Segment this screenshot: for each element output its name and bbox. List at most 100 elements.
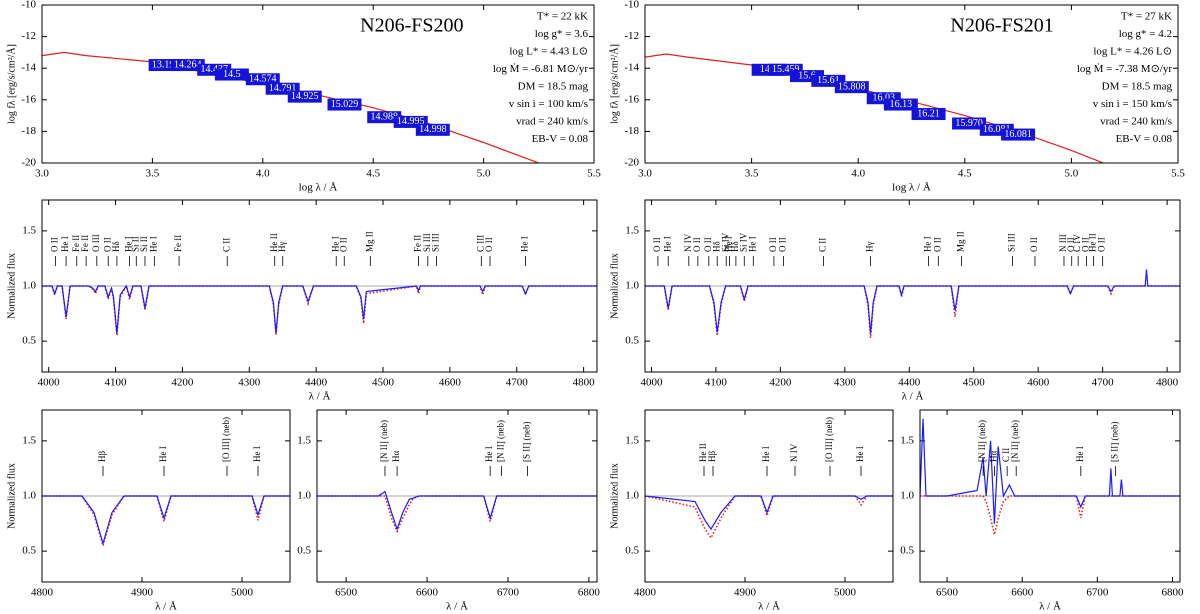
x-tick-label: 3.0: [35, 168, 49, 180]
y-tick-label: 1.5: [625, 224, 639, 236]
photometry-label: 14.791: [269, 83, 297, 94]
line-label: Si II: [139, 236, 149, 252]
parameter: vrad = 240 km/s: [1100, 116, 1172, 128]
line-label: He I: [252, 446, 262, 462]
y-tick-label: -20: [21, 157, 36, 169]
spectrum-line: [42, 495, 290, 549]
spectrum-line: [317, 495, 597, 534]
line-label: Hβ: [97, 451, 107, 462]
line-label: O II: [768, 237, 778, 252]
line-label: Hδ: [711, 241, 721, 252]
line-label: He I: [484, 446, 494, 462]
x-tick-label: 5.0: [1065, 168, 1079, 180]
line-label: He I: [1075, 446, 1085, 462]
photometry-label: 14.988: [370, 111, 398, 122]
parameter: DM = 18.5 mag: [1102, 81, 1173, 93]
line-label: He I: [747, 236, 757, 252]
x-tick-label: 4.0: [851, 168, 865, 180]
parameter: v sin i = 150 km/s: [1093, 98, 1172, 110]
line-label: N IV: [683, 233, 693, 252]
x-tick-label: 3.5: [745, 168, 759, 180]
line-label: Fe II: [173, 235, 183, 252]
line-label: Hδ: [111, 241, 121, 252]
line-label: O II: [102, 237, 112, 252]
spectrum-line: [42, 284, 597, 334]
x-tick-label: 4900: [131, 587, 154, 599]
x-axis-label: λ / Å: [155, 601, 177, 613]
line-label: [S II] (neb): [521, 422, 531, 462]
panel: 4800 4900 5000 0.5 1.0 1.5 Hβ He I [O III] (neb)…: [6, 409, 291, 613]
line-label: C II: [818, 238, 828, 252]
x-tick-label: 4300: [238, 377, 261, 389]
y-tick-label: 1.0: [900, 490, 914, 502]
photometry-box: [1001, 128, 1036, 141]
y-axis-label: log fλ [erg/s/cm²/Å]: [5, 44, 17, 124]
parameter: log Ṁ = -6.81 M⊙/yr: [493, 63, 589, 75]
photometry-label: 14.995: [397, 116, 425, 127]
photometry-label: 15.029: [331, 99, 359, 110]
x-tick-label: 4000: [640, 377, 663, 389]
parameter: log L* = 4.43 L⊙: [509, 46, 588, 58]
x-tick-label: 5000: [834, 587, 857, 599]
line-label: He I: [724, 236, 734, 252]
parameter: log Ṁ = -7.38 M⊙/yr: [1077, 63, 1173, 75]
line-label: Hα: [391, 451, 401, 462]
photometry-label: 14.264: [174, 59, 202, 70]
spectrum-line: [42, 283, 597, 336]
line-label: O II: [49, 237, 59, 252]
line-label: Mg II: [956, 231, 966, 252]
photometry-box: [214, 68, 249, 81]
x-axis-label: λ / Å: [1039, 601, 1061, 613]
x-tick-label: 6700: [497, 587, 520, 599]
parameter: v sin i = 100 km/s: [509, 98, 588, 110]
x-axis-label: λ / Å: [758, 601, 780, 613]
photometry-box: [911, 108, 946, 121]
line-label: Mg II: [364, 231, 374, 252]
photometry-label: 14.4: [760, 64, 778, 75]
photometry-label: 14.925: [291, 91, 319, 102]
x-tick-label: 4000: [38, 377, 61, 389]
line-label: He I: [761, 446, 771, 462]
chart-title: N206-FS200: [360, 15, 463, 37]
y-tick-label: 1.0: [22, 280, 36, 292]
spectrum-line: [645, 269, 1180, 334]
x-tick-label: 4500: [963, 377, 986, 389]
photometry-label: 15.459: [772, 64, 800, 75]
y-tick-label: -20: [624, 157, 639, 169]
spectrum-line: [42, 51, 540, 163]
x-tick-label: 6500: [335, 587, 358, 599]
x-tick-label: 5.0: [477, 168, 491, 180]
line-label: He I: [520, 236, 530, 252]
line-label: He I: [158, 446, 168, 462]
x-tick-label: 6600: [1011, 587, 1034, 599]
photometry-label: 15.808: [838, 81, 866, 92]
line-label: He I: [60, 236, 70, 252]
photometry-label: 16.03: [873, 93, 896, 104]
photometry-box: [287, 90, 322, 103]
line-label: N III: [1058, 234, 1068, 252]
line-label: Fe II: [80, 235, 90, 252]
spectrum-line: [317, 490, 597, 531]
x-axis-label: λ / Å: [902, 391, 924, 403]
frame: [41, 4, 595, 164]
x-tick-label: 4800: [634, 587, 657, 599]
line-label: O II: [1081, 237, 1091, 252]
x-tick-label: 4.5: [958, 168, 972, 180]
line-label: Fe II: [413, 235, 423, 252]
parameter: T* = 22 kK: [537, 11, 588, 23]
y-tick-label: -10: [21, 0, 36, 11]
x-tick-label: 4800: [573, 377, 596, 389]
line-label: Si IV: [738, 232, 748, 252]
photometry-box: [415, 123, 450, 136]
y-tick-label: -16: [624, 93, 639, 105]
y-tick-label: 1.5: [22, 434, 36, 446]
line-label: Fe II: [71, 235, 81, 252]
y-tick-label: 1.5: [297, 434, 311, 446]
frame: [919, 409, 1181, 583]
x-tick-label: 6500: [936, 587, 959, 599]
parameter: EB-V = 0.08: [532, 133, 589, 145]
parameter: EB-V = 0.08: [1116, 133, 1173, 145]
frame: [644, 409, 894, 583]
parameter: log g* = 4.2: [1119, 28, 1172, 40]
